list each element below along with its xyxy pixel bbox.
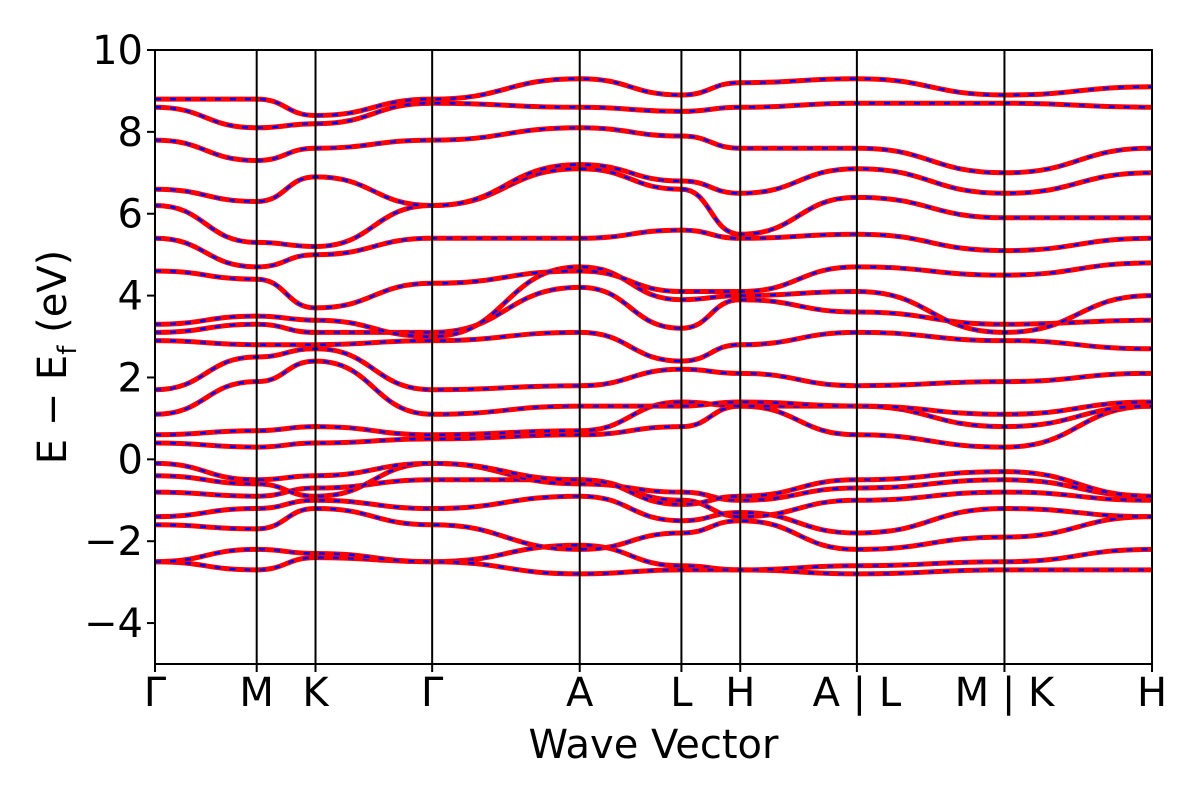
x-tick-label-1: M (239, 670, 274, 716)
y-tick-label-7: 10 (92, 28, 143, 74)
band-line-blue-dashed-16 (154, 167, 1152, 248)
band-line-red-3 (154, 493, 1153, 536)
band-line-red-20 (155, 76, 1153, 118)
band-line-blue-dashed-6 (154, 462, 1153, 506)
bands-layer (154, 76, 1153, 577)
x-tick-label-6: H (725, 670, 755, 716)
band-line-blue-dashed-19 (154, 101, 1153, 130)
y-tick-label-2: 0 (118, 437, 143, 483)
band-line-blue-dashed-2 (154, 507, 1153, 551)
x-tick-label-8: M | K (955, 670, 1056, 716)
y-axis-label-subscript: f (53, 345, 83, 355)
x-axis-label: Wave Vector (529, 722, 780, 768)
band-line-red-9 (154, 358, 1153, 417)
plot-frame (154, 49, 1153, 665)
y-axis-label: E − Ef (eV) (30, 250, 83, 465)
band-line-blue-dashed-17 (154, 163, 1153, 207)
y-tick-label-6: 8 (118, 110, 143, 156)
kpoint-divider-lines (255, 50, 1006, 664)
band-line-blue-dashed-10 (154, 347, 1153, 391)
x-tick-label-9: H (1137, 670, 1167, 716)
band-line-blue-dashed-15 (154, 228, 1153, 269)
y-tick-label-5: 6 (118, 192, 143, 238)
band-line-blue-dashed-14 (154, 261, 1153, 310)
band-line-blue-dashed-8 (154, 400, 1153, 437)
band-line-blue-dashed-18 (154, 126, 1153, 175)
y-axis-label-unit: (eV) (30, 250, 76, 346)
band-line-red-11 (154, 329, 1153, 364)
x-tick-label-7: A | L (813, 670, 902, 716)
y-tick-label-3: 2 (118, 355, 143, 401)
y-tick-label-0: −4 (84, 601, 143, 647)
x-tick-label-2: K (302, 670, 330, 716)
band-line-blue-dashed-13 (154, 265, 1153, 338)
x-tick-label-3: Γ (421, 670, 444, 716)
x-tick-label-5: L (670, 670, 693, 716)
y-axis-label-main: E − E (30, 355, 76, 465)
x-tick-label-4: A (566, 670, 594, 716)
y-tick-label-1: −2 (84, 519, 143, 565)
x-tick-label-0: Γ (144, 670, 167, 716)
band-line-blue-dashed-1 (154, 548, 1153, 576)
y-axis-ticks: −4 −2 0 2 4 6 8 10 (84, 28, 155, 647)
band-line-blue-dashed-7 (154, 404, 1153, 449)
band-line-blue-dashed-0 (154, 544, 1152, 576)
band-line-red-5 (154, 460, 1153, 503)
y-tick-label-4: 4 (118, 274, 143, 320)
